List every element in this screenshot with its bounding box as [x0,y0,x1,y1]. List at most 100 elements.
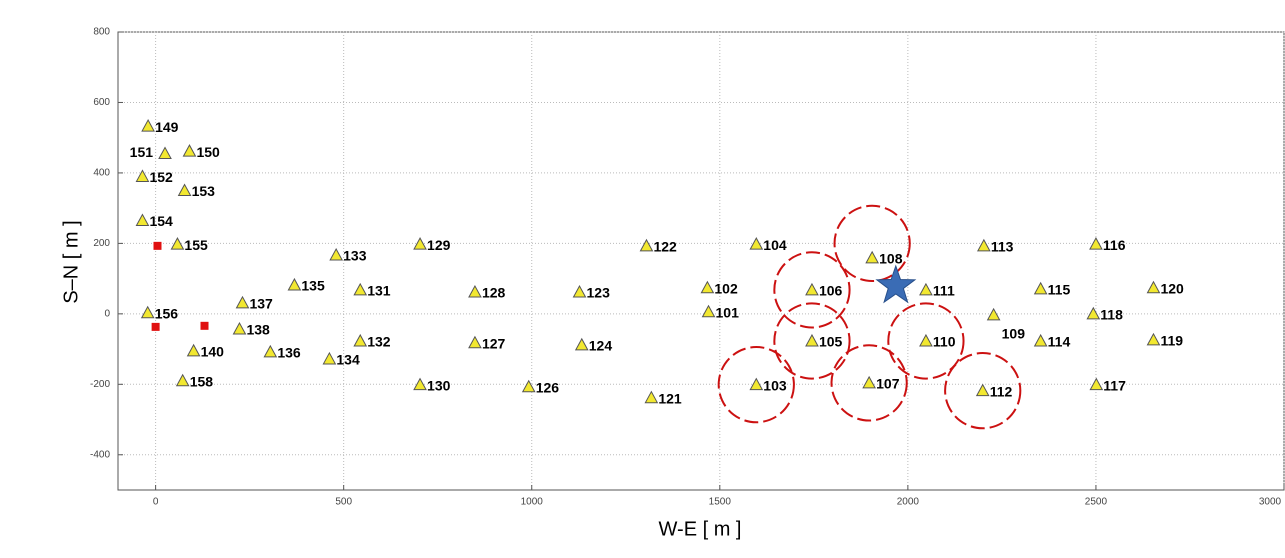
station-label: 120 [1160,280,1184,296]
station-label: 149 [155,119,179,135]
x-tick-label: 1500 [709,497,732,508]
station-marker [521,379,536,393]
range-circle [773,302,851,380]
station-label: 131 [367,283,391,299]
station-marker [170,237,185,250]
station-label: 108 [879,251,903,267]
source-marker [151,322,160,331]
station-label: 154 [149,213,173,229]
station-marker [263,344,278,358]
station-label: 103 [763,377,787,393]
station-marker [413,237,427,250]
station-label: 124 [589,338,613,354]
station-label: 116 [1103,237,1126,253]
x-tick-label: 2500 [1085,497,1108,508]
station-marker [175,373,190,387]
station-marker [1086,306,1101,320]
y-tick-label: 0 [104,308,110,319]
station-label: 111 [933,283,955,299]
station-marker [1033,333,1048,347]
range-circle [773,251,851,329]
station-marker [639,238,654,252]
x-tick-label: 500 [335,497,352,508]
station-marker [468,335,482,349]
y-tick-label: -200 [90,379,110,390]
station-marker [919,333,933,347]
station-label: 106 [819,283,843,299]
station-marker [977,238,991,252]
station-label: 134 [336,352,360,368]
source-marker [153,241,162,250]
y-axis-label: S–N [ m ] [60,220,82,303]
station-marker [1146,332,1161,346]
station-marker [865,250,879,264]
station-marker [644,390,659,404]
station-label: 135 [301,278,325,294]
station-label: 115 [1048,282,1071,298]
station-marker [805,333,819,347]
station-marker [468,284,482,298]
station-marker [1146,280,1161,294]
station-label: 129 [427,237,451,253]
station-label: 130 [427,377,451,393]
x-axis-label: W-E [ m ] [659,518,742,540]
station-marker [574,337,589,351]
station-label: 133 [343,248,367,264]
station-label: 152 [149,169,173,185]
range-circle [887,302,965,380]
x-tick-label: 2000 [897,497,920,508]
station-label: 138 [246,322,270,338]
station-marker [329,247,343,261]
range-circle [830,344,908,422]
station-label: 137 [249,296,273,312]
station-label: 127 [482,335,506,351]
station-label: 158 [190,373,214,389]
station-label: 104 [763,237,787,253]
station-marker [322,351,337,365]
station-label: 107 [876,376,900,392]
station-marker [700,280,715,294]
station-label: 114 [1048,334,1071,350]
plot-area [117,31,1285,491]
station-marker [141,119,155,132]
x-tick-label: 3000 [1259,497,1282,508]
station-label: 126 [536,379,560,395]
station-marker [1089,377,1104,391]
range-circle [717,346,795,424]
station-label: 132 [367,334,391,350]
y-tick-label: 800 [93,27,110,38]
station-marker [975,383,990,397]
station-label: 155 [184,237,208,253]
station-label: 101 [716,304,740,320]
station-marker [1033,281,1048,295]
station-marker [140,305,155,319]
station-marker [353,333,368,347]
station-label: 117 [1103,377,1126,393]
station-marker [135,169,150,182]
x-tick-label: 1000 [521,497,544,508]
y-tick-label: 400 [93,168,110,179]
station-marker [158,146,172,160]
station-marker [235,295,250,309]
station-label: 136 [277,345,301,361]
y-tick-label: 200 [93,238,110,249]
station-marker [182,144,197,157]
station-label: 118 [1100,307,1123,323]
station-label: 123 [587,285,611,301]
station-marker [186,343,201,357]
station-marker [413,377,427,391]
station-label: 102 [714,280,738,296]
station-marker [749,237,764,250]
station-label: 109 [1002,326,1026,342]
station-marker [919,282,933,296]
station-marker [353,282,368,296]
station-label: 140 [201,344,225,360]
source-marker [200,321,209,330]
station-marker [287,277,302,291]
station-label: 153 [192,183,216,199]
station-marker [986,307,1001,321]
station-label: 112 [990,383,1013,399]
station-label: 128 [482,285,506,301]
station-marker [177,183,192,197]
